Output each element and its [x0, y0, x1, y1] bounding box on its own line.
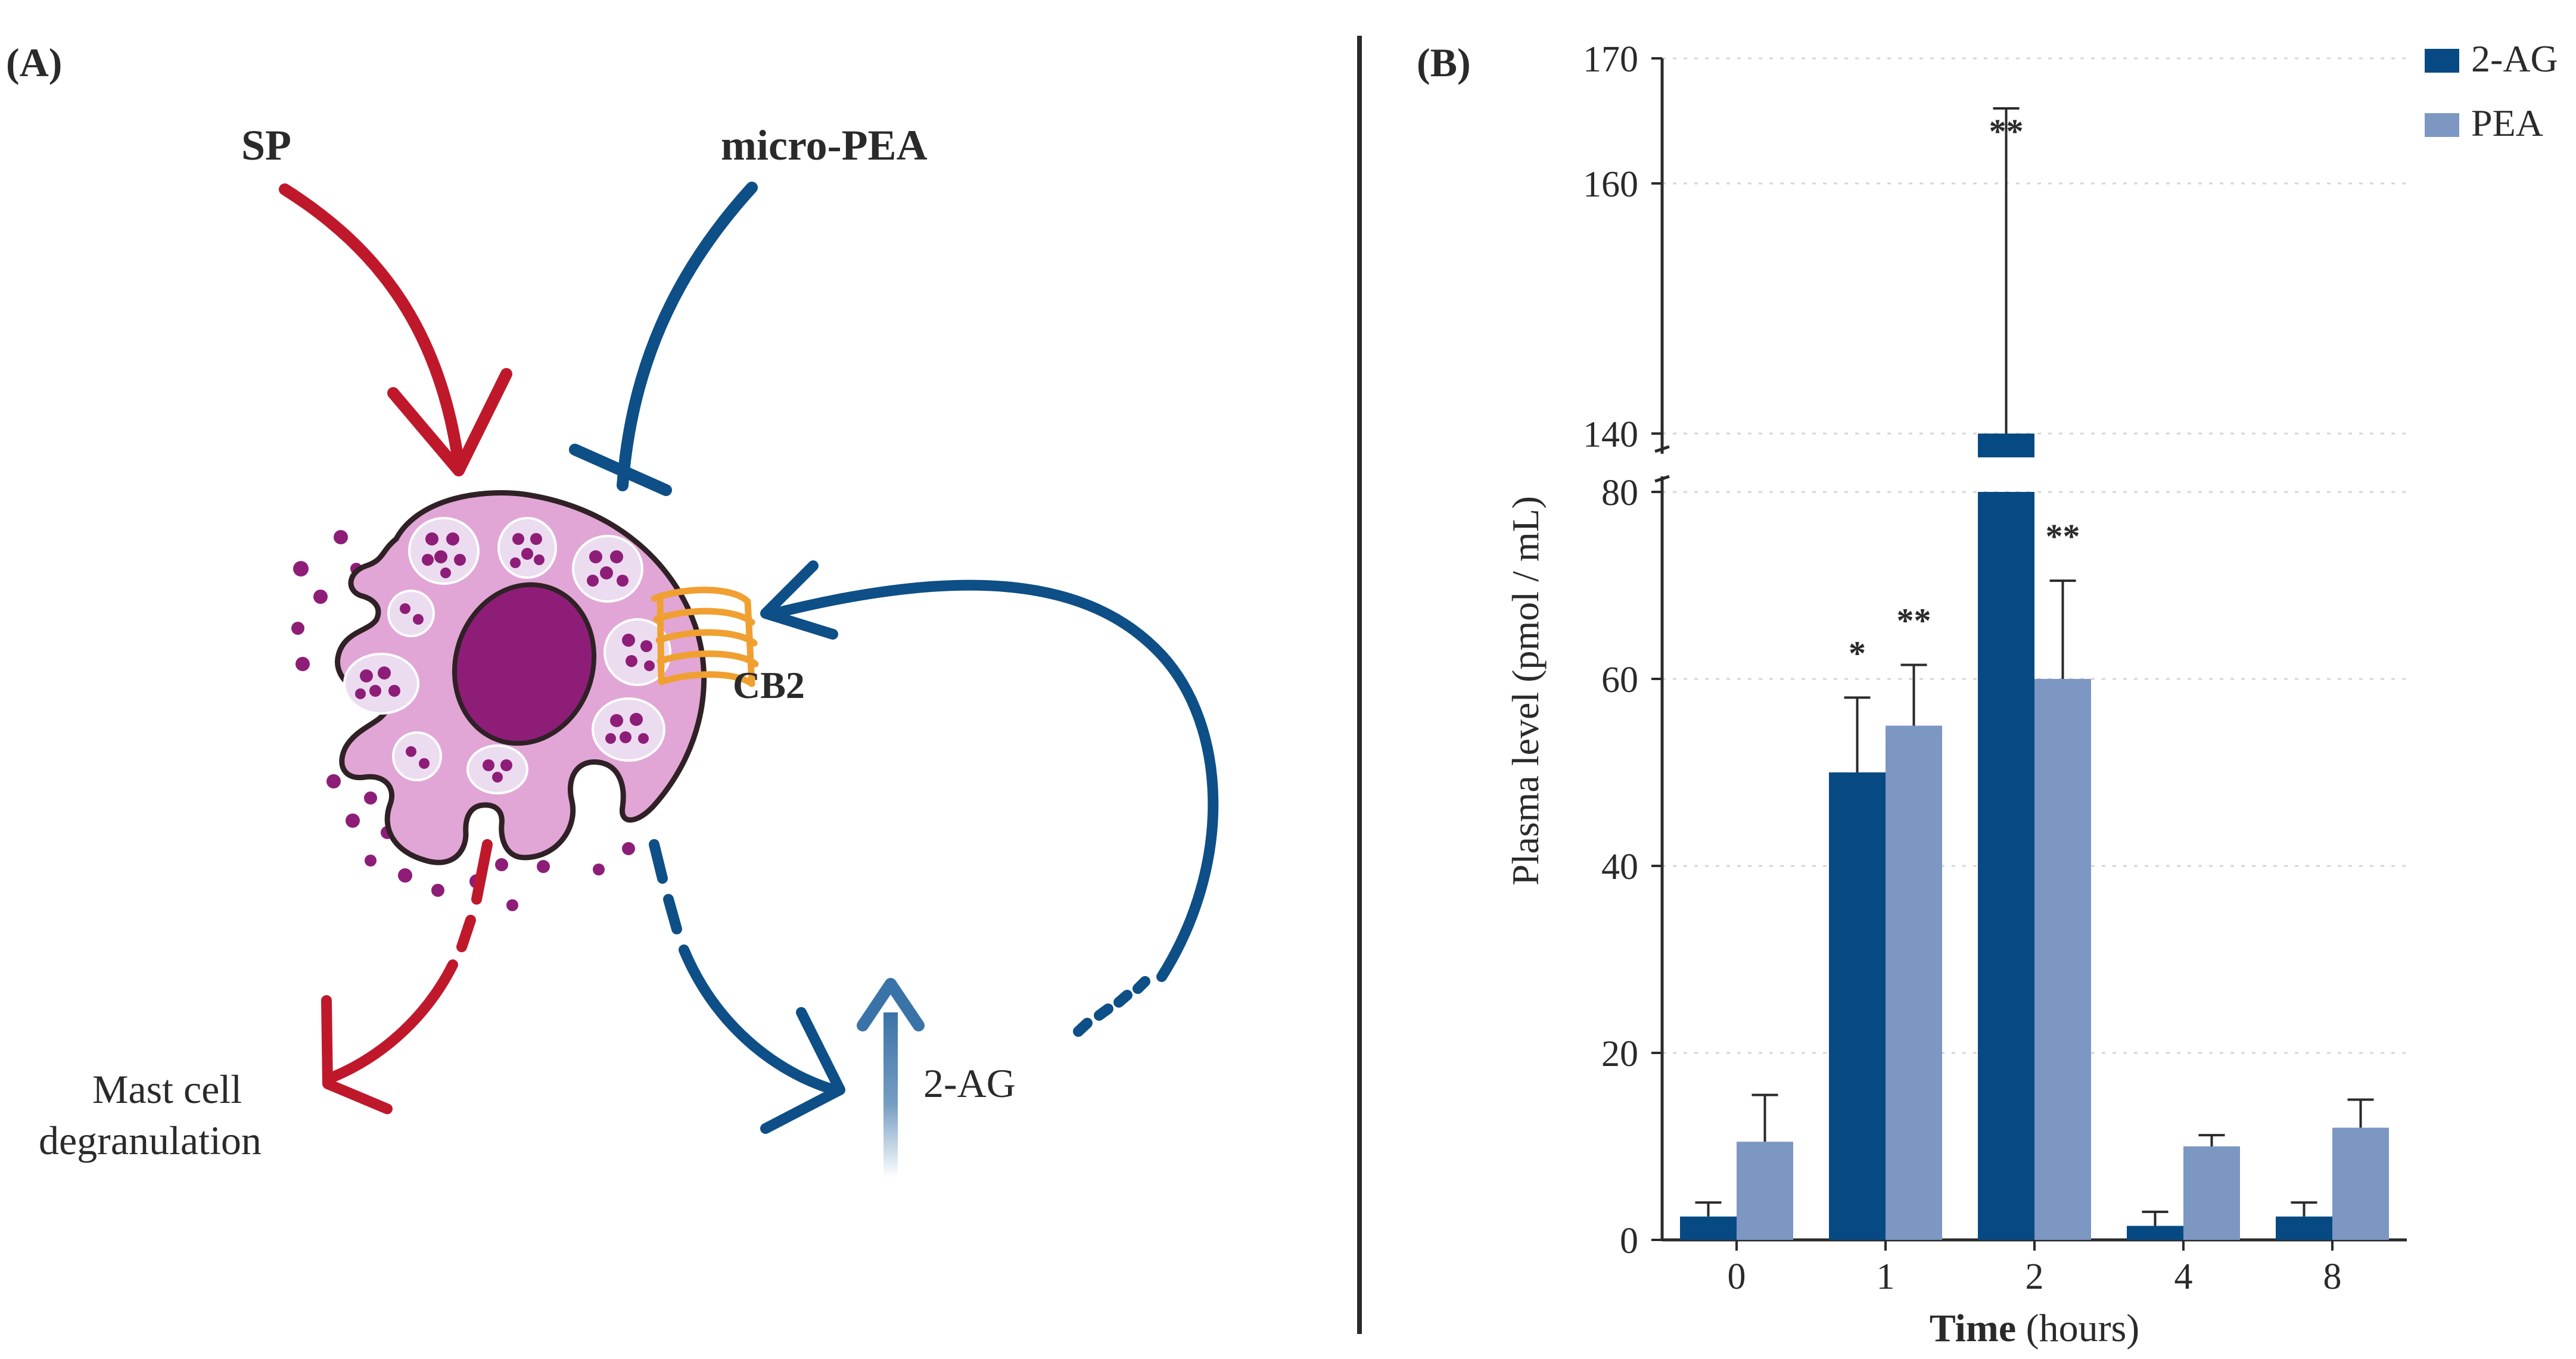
bar-2-ag-0 — [1680, 1216, 1737, 1240]
two-ag-release-arrow — [649, 839, 845, 1134]
y-tick-label: 160 — [1583, 164, 1638, 205]
significance-marker: ** — [1989, 112, 2024, 151]
panel-a-label: (A) — [6, 40, 62, 85]
x-tick-label: 2 — [2026, 1257, 2044, 1297]
cb2-receptor — [651, 587, 759, 687]
cb2-label: CB2 — [733, 664, 805, 706]
significance-marker: ** — [2046, 517, 2080, 556]
axis-break-mark — [1654, 445, 1670, 453]
y-tick-label: 170 — [1583, 39, 1638, 80]
degranulation-arrow — [321, 839, 493, 1114]
x-axis-label: Time (hours) — [1930, 1307, 2140, 1350]
granules — [355, 532, 655, 783]
sp-label: SP — [241, 121, 291, 169]
bar-2-ag-2 — [1978, 492, 2034, 1240]
legend-swatch-2-ag — [2425, 49, 2459, 73]
micro-pea-inhibition-arrow — [569, 182, 758, 496]
bar-pea-1 — [1886, 725, 1942, 1240]
significance-marker: * — [1849, 634, 1866, 672]
bar-break-gap — [1977, 457, 2036, 467]
panel-b-label: (B) — [1417, 40, 1471, 85]
y-tick-label: 40 — [1601, 847, 1638, 887]
bar-pea-0 — [1737, 1142, 1793, 1240]
feedback-loop-arrow — [760, 560, 1219, 1037]
x-tick-label: 1 — [1877, 1257, 1895, 1297]
bar-pea-8 — [2332, 1127, 2389, 1240]
y-axis-label: Plasma level (pmol / mL) — [1504, 496, 1547, 886]
sp-arrow — [279, 183, 512, 476]
panel-a-diagram: (A) SP micro-PEA — [6, 40, 1219, 1178]
bar-pea-4 — [2183, 1146, 2240, 1240]
x-axis-label-bold: Time — [1930, 1307, 2016, 1350]
axis-break-mark — [1654, 475, 1670, 483]
mast-cell — [335, 490, 707, 865]
y-tick-label: 80 — [1601, 473, 1638, 513]
y-tick-label: 0 — [1620, 1221, 1638, 1261]
nucleus — [452, 582, 597, 746]
two-ag-increase-arrow — [857, 978, 925, 1178]
bar-pea-2 — [2034, 679, 2091, 1240]
y-tick-label: 20 — [1601, 1034, 1638, 1074]
degranulation-label-line1: Mast cell — [92, 1067, 242, 1112]
bar-2-ag-4 — [2127, 1226, 2183, 1240]
legend-label-2-ag: 2-AG — [2471, 38, 2558, 80]
x-axis-label-rest: (hours) — [2016, 1307, 2139, 1350]
x-tick-label: 0 — [1728, 1257, 1746, 1297]
micro-pea-label: micro-PEA — [721, 121, 928, 169]
two-ag-label: 2-AG — [923, 1061, 1016, 1106]
x-tick-label: 4 — [2174, 1257, 2193, 1297]
y-tick-label: 140 — [1583, 414, 1638, 455]
y-tick-label: 60 — [1601, 660, 1638, 700]
degranulation-label-line2: degranulation — [39, 1118, 262, 1163]
significance-marker: ** — [1897, 601, 1931, 640]
x-tick-label: 8 — [2323, 1257, 2342, 1297]
bar-2-ag-1 — [1829, 772, 1886, 1240]
bar-2-ag-2-upper — [1978, 434, 2034, 457]
bar-2-ag-8 — [2276, 1216, 2332, 1240]
legend-label-pea: PEA — [2471, 102, 2543, 144]
legend-swatch-pea — [2425, 113, 2459, 137]
